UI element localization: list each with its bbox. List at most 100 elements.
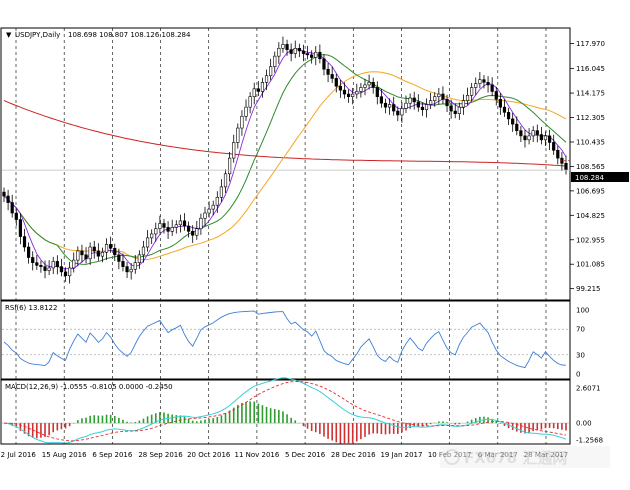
candle-body [76,250,80,261]
candle [166,221,170,240]
macd-signal-line [3,381,567,442]
candle [211,200,215,216]
date-label: 28 Dec 2016 [331,451,376,459]
candle [429,92,433,110]
candle-body [367,81,371,86]
candle-body [133,262,137,270]
candle [408,93,412,110]
rsi-level-label: 0 [576,371,580,379]
macd-tick-label: 0.00 [576,420,592,428]
candle-body [293,48,297,54]
rsi-panel [0,300,571,380]
candle [232,134,236,163]
candle-body [260,81,265,92]
price-tick-label: 108.565 [576,163,605,171]
candle-body [117,254,121,262]
macd-line [3,377,567,444]
candle [478,71,482,89]
candle [125,262,129,278]
candle-body [498,98,502,108]
candle [39,260,43,273]
candle [498,93,502,115]
candle-body [465,95,470,101]
price-tick-label: 101.085 [576,261,605,269]
candle [437,87,441,105]
candle [375,81,379,105]
candle [482,75,486,89]
candle-body [10,202,14,214]
date-label: 22 Jul 2016 [0,451,36,459]
macd-tick-label: 2.6071 [576,385,601,393]
candle [502,99,507,117]
candle [301,44,306,62]
svg-text:FX678 汇通网: FX678 汇通网 [464,449,567,467]
macd-indicator: 2.6071 0.00 -1.2568 [2,377,603,445]
candle-body [232,142,236,159]
candle-body [27,246,31,258]
candle-body [375,87,379,97]
candle-body [154,228,158,235]
candle-body [408,97,412,104]
candle [293,40,297,59]
candle-body [14,212,18,220]
candle [203,206,207,226]
candle [556,145,560,165]
candle-body [166,227,170,232]
candle-body [59,266,64,273]
candle-body [531,130,535,137]
candle-body [330,74,334,79]
candle [461,94,466,115]
candle-body [219,186,224,198]
candle-body [137,254,141,264]
candle-body [170,227,174,232]
candle-body [490,84,494,92]
candle-body [269,66,273,77]
candle [277,42,281,64]
candle [6,189,10,211]
candle-body [158,223,162,230]
candle [244,99,248,121]
candle-body [72,259,76,269]
date-label: 5 Dec 2016 [285,451,326,459]
candle [264,69,269,91]
candle-body [297,48,301,52]
candle-body [174,224,178,228]
candle-body [429,100,433,105]
candle [88,242,92,265]
candle-body [207,208,211,214]
candle-body [334,78,338,87]
candle-body [301,50,306,54]
candle [506,107,511,126]
candle [338,80,342,98]
candle [133,254,137,274]
candle [383,98,388,114]
candle-body [145,237,150,248]
candle-body [519,130,523,137]
last-price-tag: 108.284 [571,172,629,182]
candle [416,94,420,112]
candle-body [338,85,342,91]
candle [363,78,367,96]
candle [158,215,162,234]
candle-body [228,157,232,175]
price-axis: 117.970 116.045 114.175 112.305 110.435 108.5… [2,40,605,293]
candle [240,110,244,136]
candle [330,66,334,83]
candle [490,77,494,97]
candle [162,218,166,234]
candle-body [453,110,457,114]
last-price-value: 108.284 [575,174,604,182]
candle-body [318,51,322,60]
candle-body [383,102,388,108]
candle [470,82,474,102]
candle [223,169,228,194]
date-label: 19 Jan 2017 [380,451,422,459]
price-tick-label: 114.175 [576,90,605,98]
candle [113,243,117,262]
candle [27,242,31,264]
price-tick-label: 116.045 [576,65,605,73]
rsi-level-label: 100 [576,307,589,315]
candle-body [359,87,363,92]
price-tick-label: 104.825 [576,212,605,220]
candle-body [457,106,461,114]
